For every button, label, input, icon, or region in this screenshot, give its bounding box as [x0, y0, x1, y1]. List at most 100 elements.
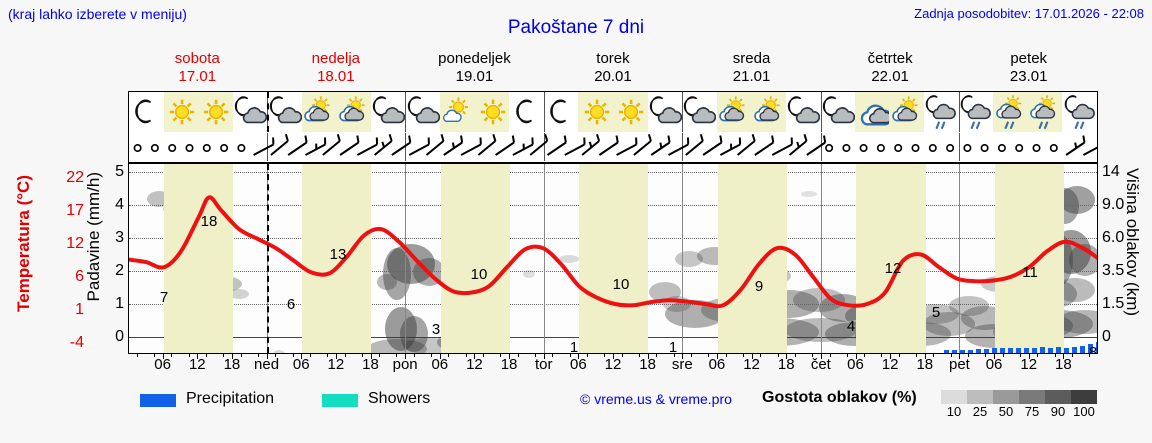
- cloud-density-swatch: [967, 390, 993, 404]
- x-axis-tick-mark: [301, 354, 303, 359]
- precipitation-bar: [1024, 347, 1029, 353]
- day-separator: [405, 92, 407, 132]
- day-gridline: [959, 164, 961, 353]
- x-axis-tick: 18: [916, 356, 934, 373]
- day-name: nedelja: [311, 50, 361, 67]
- wind-barb-strip: [128, 133, 1098, 163]
- x-axis-minor-tick: [240, 354, 242, 357]
- precipitation-bar: [1040, 347, 1045, 353]
- temperature-value-label: 6: [286, 296, 296, 313]
- temperature-tick: 22: [66, 169, 84, 186]
- weather-icon-sun-cloud: [336, 92, 371, 132]
- daylight-band: [579, 164, 649, 353]
- temperature-value-label: 1: [569, 339, 579, 354]
- day-header-torek: torek 20.01: [544, 50, 683, 86]
- precipitation-tick: 1: [115, 295, 124, 312]
- temperature-tick: 6: [75, 268, 84, 285]
- x-axis-tick-mark: [370, 354, 372, 359]
- weather-icon-moon: [544, 92, 579, 132]
- x-axis-minor-tick: [413, 354, 415, 357]
- x-axis-minor-tick: [292, 354, 294, 357]
- temperature-value-label: 1: [668, 339, 678, 354]
- day-name: sreda: [732, 50, 771, 67]
- x-axis-minor-tick: [1054, 354, 1056, 357]
- x-axis-minor-tick: [760, 354, 762, 357]
- temperature-axis-title: Temperatura (°C): [14, 175, 33, 312]
- daylight-band: [440, 164, 510, 353]
- weather-icon-sun: [474, 92, 510, 132]
- day-name: sobota: [174, 50, 220, 67]
- x-axis-tick-mark: [1063, 354, 1065, 359]
- x-axis-minor-tick: [327, 354, 329, 357]
- x-axis-tick: 18: [500, 356, 518, 373]
- day-date: 21.01: [732, 68, 771, 85]
- x-axis-tick-mark: [231, 354, 233, 359]
- day-gridline: [682, 164, 684, 353]
- temperature-value-label: 13: [329, 246, 347, 263]
- weather-icon-sun-cloud: [716, 92, 752, 132]
- precipitation-bar: [1088, 343, 1093, 353]
- temperature-tick: 12: [66, 235, 84, 252]
- day-name: petek: [1010, 50, 1048, 67]
- wind-barbs: [133, 134, 1097, 156]
- temperature-value-label: 5: [931, 304, 941, 321]
- x-axis-tick: 06: [708, 356, 726, 373]
- x-axis-tick-mark: [474, 354, 476, 359]
- x-axis-tick-mark: [716, 354, 718, 359]
- precipitation-bar: [976, 349, 981, 353]
- x-axis-tick: 12: [1020, 356, 1038, 373]
- day-header-sobota: sobota 17.01: [128, 50, 267, 86]
- x-axis-tick-mark: [543, 354, 545, 359]
- day-name: četrtek: [867, 50, 913, 67]
- weather-icon-moon-cloud: [406, 92, 441, 132]
- daylight-band: [856, 164, 926, 353]
- showers-swatch: [322, 394, 358, 407]
- precipitation-bar: [1072, 346, 1077, 353]
- precipitation-tick: 2: [115, 262, 124, 279]
- precipitation-bar: [1096, 341, 1097, 353]
- day-separator: [959, 92, 961, 132]
- plot-svg: [129, 195, 1097, 309]
- x-axis-minor-tick: [656, 354, 658, 357]
- temperature-value-label: 9: [754, 278, 764, 295]
- day-date: 20.01: [594, 68, 632, 85]
- temperature-tick: 17: [66, 202, 84, 219]
- x-axis-tick-mark: [890, 354, 892, 359]
- day-header-petek: petek 23.01: [959, 50, 1098, 86]
- current-time-marker: [266, 164, 269, 353]
- precipitation-legend-label: Precipitation: [186, 390, 275, 407]
- temperature-value-label: 18: [200, 213, 218, 230]
- x-axis-minor-tick: [933, 354, 935, 357]
- temperature-value-label: 10: [612, 276, 630, 293]
- x-axis-tick: ned: [254, 356, 280, 373]
- x-axis-minor-tick: [587, 354, 589, 357]
- x-axis-tick: 18: [362, 356, 379, 373]
- x-axis-tick-mark: [959, 354, 961, 359]
- x-axis-tick-mark: [162, 354, 164, 359]
- weather-icon-moon: [509, 92, 544, 132]
- x-axis-minor-tick: [829, 354, 831, 357]
- x-axis-tick-mark: [647, 354, 649, 359]
- x-axis-minor-tick: [794, 354, 796, 357]
- x-axis-tick: 06: [570, 356, 587, 373]
- x-axis-tick-mark: [786, 354, 788, 359]
- x-axis-minor-tick: [812, 354, 814, 357]
- x-axis-tick: sre: [671, 356, 693, 373]
- precipitation-bar: [944, 349, 949, 353]
- precipitation-bar: [1080, 345, 1085, 353]
- day-date: 19.01: [455, 68, 494, 85]
- copyright-label[interactable]: © vreme.us & vreme.pro: [580, 391, 732, 407]
- weather-icon-sun-cloud-rain: [1027, 92, 1063, 132]
- x-axis-minor-tick: [309, 354, 311, 357]
- cloud-density-tick: 100: [1073, 404, 1095, 419]
- x-axis-minor-tick: [361, 354, 363, 357]
- x-axis-minor-tick: [569, 354, 571, 357]
- x-axis-tick-mark: [266, 354, 268, 359]
- last-update-label: Zadnja posodobitev: 17.01.2026 - 22:08: [914, 6, 1144, 21]
- x-axis-minor-tick: [517, 354, 519, 357]
- cloud-height-tick: 0: [1102, 328, 1111, 345]
- weather-icon-strip: [128, 91, 1098, 133]
- x-axis-minor-tick: [552, 354, 554, 357]
- x-axis-minor-tick: [171, 354, 173, 357]
- weather-icon-moon-cloud: [371, 92, 406, 132]
